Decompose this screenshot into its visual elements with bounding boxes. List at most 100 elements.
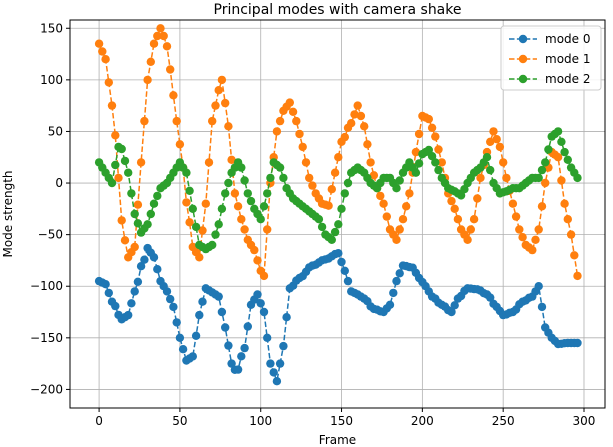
data-point: [246, 196, 256, 206]
data-point: [153, 31, 162, 41]
data-point: [201, 199, 210, 208]
data-point: [130, 209, 139, 219]
data-point: [143, 220, 152, 229]
data-point: [553, 153, 563, 162]
data-point: [211, 101, 220, 110]
y-tick-label: −150: [30, 331, 63, 345]
data-point: [175, 333, 185, 342]
data-point: [427, 152, 437, 161]
data-point: [275, 116, 285, 126]
data-point: [414, 129, 424, 139]
data-point: [327, 185, 336, 194]
data-point: [182, 198, 191, 207]
data-point: [217, 75, 227, 85]
data-point: [172, 318, 181, 327]
data-point: [363, 140, 372, 149]
data-point: [573, 173, 582, 183]
legend: mode 0 mode 1 mode 2: [500, 25, 602, 91]
data-point: [191, 222, 201, 232]
legend-marker: [518, 74, 528, 84]
data-point: [469, 215, 479, 224]
data-point: [456, 191, 466, 200]
data-point: [107, 101, 117, 110]
y-tick-label: 0: [55, 176, 63, 190]
data-point: [434, 165, 443, 175]
data-point: [188, 204, 197, 213]
data-point: [563, 215, 572, 224]
y-axis-label: Mode strength: [1, 170, 15, 257]
data-point: [534, 282, 543, 291]
data-point: [185, 218, 194, 227]
data-point: [431, 132, 440, 141]
data-point: [288, 107, 298, 117]
data-point: [240, 225, 249, 234]
data-point: [518, 233, 527, 242]
data-point: [149, 253, 159, 262]
data-point: [233, 365, 243, 374]
data-point: [285, 98, 294, 107]
data-point: [159, 31, 168, 41]
data-point: [275, 359, 285, 368]
data-point: [188, 352, 197, 361]
data-point: [330, 168, 340, 177]
data-point: [301, 158, 311, 167]
data-point: [414, 159, 424, 168]
data-point: [211, 230, 220, 239]
data-point: [227, 359, 236, 368]
data-point: [114, 173, 123, 183]
data-point: [263, 225, 272, 234]
data-point: [437, 158, 446, 167]
data-point: [169, 91, 178, 100]
data-point: [136, 262, 146, 271]
data-point: [434, 145, 443, 154]
data-point: [424, 145, 433, 155]
data-point: [573, 271, 582, 281]
data-point: [146, 209, 155, 219]
data-point: [541, 158, 550, 167]
data-point: [305, 173, 314, 183]
data-point: [250, 245, 259, 255]
data-point: [360, 122, 369, 131]
series-mode-1: [94, 24, 582, 281]
data-point: [486, 165, 495, 175]
data-point: [127, 299, 136, 308]
y-tick-label: 150: [40, 21, 63, 35]
chart-title: Principal modes with camera shake: [214, 2, 462, 18]
data-point: [427, 123, 437, 132]
data-point: [347, 119, 356, 128]
data-point: [411, 147, 421, 157]
data-point: [208, 240, 217, 250]
data-point: [214, 86, 223, 95]
data-point: [317, 222, 327, 232]
data-point: [146, 57, 155, 66]
x-axis-label: Frame: [319, 433, 356, 447]
data-point: [573, 338, 582, 348]
data-point: [566, 230, 576, 239]
data-point: [570, 251, 579, 260]
data-point: [98, 47, 107, 56]
data-point: [482, 153, 492, 162]
data-point: [334, 220, 343, 229]
data-point: [395, 225, 404, 234]
x-tick-label: 0: [95, 414, 103, 428]
data-point: [395, 269, 404, 278]
data-point: [136, 158, 146, 167]
data-point: [104, 78, 114, 87]
data-point: [263, 333, 272, 342]
data-point: [534, 173, 543, 183]
data-point: [557, 176, 566, 185]
data-point: [111, 160, 120, 170]
data-point: [337, 204, 346, 213]
data-point: [266, 359, 275, 368]
data-point: [204, 158, 214, 167]
data-point: [237, 352, 246, 361]
data-point: [463, 235, 472, 244]
data-point: [198, 297, 207, 306]
data-point: [398, 215, 408, 224]
data-point: [356, 111, 366, 121]
data-point: [107, 178, 117, 188]
data-point: [256, 215, 265, 224]
data-point: [531, 235, 540, 244]
x-tick-label: 100: [249, 414, 272, 428]
